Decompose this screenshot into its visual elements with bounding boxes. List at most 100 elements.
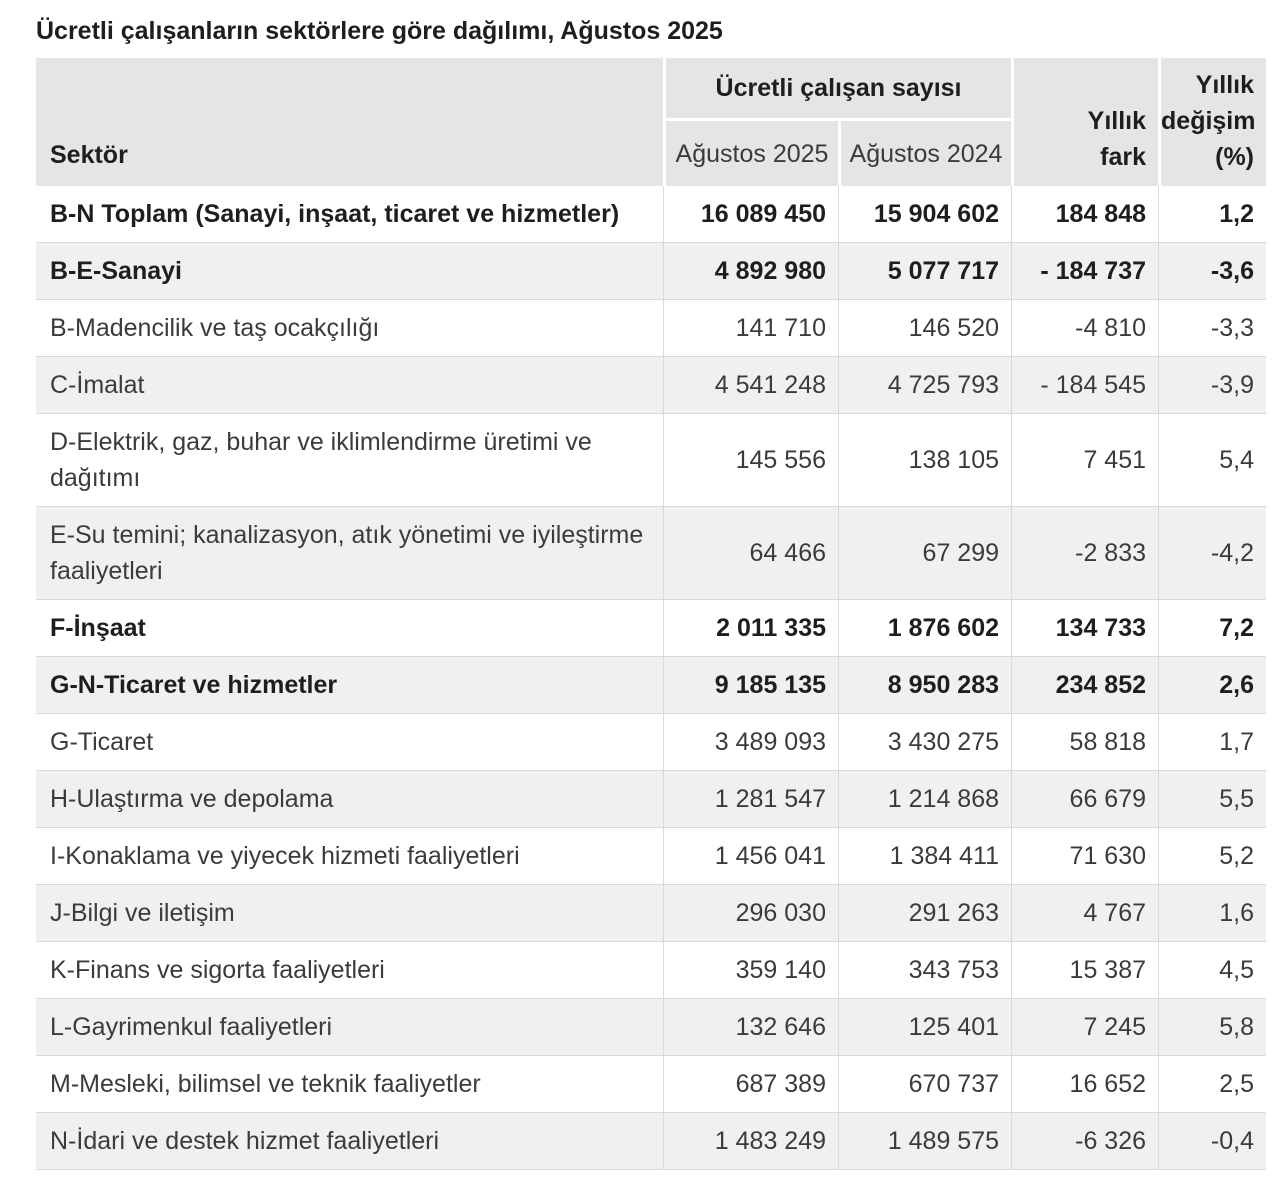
table-row: N-İdari ve destek hizmet faaliyetleri 1 4… bbox=[36, 1112, 1267, 1170]
annual-difference-value: 71 630 bbox=[1011, 827, 1159, 884]
aug-2024-value: 138 105 bbox=[838, 413, 1012, 506]
table-row: G-N-Ticaret ve hizmetler 9 185 135 8 950 2… bbox=[36, 656, 1267, 713]
annual-difference-value: - 184 545 bbox=[1011, 356, 1159, 413]
aug-2025-value: 1 281 547 bbox=[663, 770, 838, 827]
aug-2024-value: 8 950 283 bbox=[838, 656, 1012, 713]
annual-change-value: 5,2 bbox=[1158, 827, 1267, 884]
aug-2025-value: 132 646 bbox=[663, 998, 838, 1055]
aug-2025-value: 141 710 bbox=[663, 299, 838, 356]
annual-change-value: -4,2 bbox=[1158, 506, 1267, 599]
table-row: G-Ticaret 3 489 093 3 430 275 58 818 1,7 bbox=[36, 713, 1267, 770]
sector-cell: C-İmalat bbox=[36, 356, 663, 413]
sector-cell: J-Bilgi ve iletişim bbox=[36, 884, 663, 941]
annual-change-value: 1,7 bbox=[1158, 713, 1267, 770]
annual-difference-value: 4 767 bbox=[1011, 884, 1159, 941]
sector-cell: E-Su temini; kanalizasyon, atık yönetimi… bbox=[36, 506, 663, 599]
annual-change-value: 2,6 bbox=[1158, 656, 1267, 713]
aug-2025-value: 64 466 bbox=[663, 506, 838, 599]
annual-change-column-header: Yıllık değişim (%) bbox=[1158, 58, 1267, 186]
table-row: D-Elektrik, gaz, buhar ve iklimlendirme … bbox=[36, 413, 1267, 506]
aug-2025-value: 16 089 450 bbox=[663, 186, 838, 242]
table-row: B-N Toplam (Sanayi, inşaat, ticaret ve h… bbox=[36, 186, 1267, 242]
annual-change-value: -3,9 bbox=[1158, 356, 1267, 413]
sector-cell: K-Finans ve sigorta faaliyetleri bbox=[36, 941, 663, 998]
aug-2025-column-header: Ağustos 2025 bbox=[663, 118, 838, 186]
table-row: J-Bilgi ve iletişim 296 030 291 263 4 767 1,… bbox=[36, 884, 1267, 941]
sector-cell: B-N Toplam (Sanayi, inşaat, ticaret ve h… bbox=[36, 186, 663, 242]
annual-difference-column-header: Yıllık fark bbox=[1011, 58, 1159, 186]
table-row: L-Gayrimenkul faaliyetleri 132 646 125 401… bbox=[36, 998, 1267, 1055]
sector-cell: M-Mesleki, bilimsel ve teknik faaliyetle… bbox=[36, 1055, 663, 1112]
annual-change-value: 1,2 bbox=[1158, 186, 1267, 242]
aug-2025-value: 4 541 248 bbox=[663, 356, 838, 413]
annual-change-value: 5,4 bbox=[1158, 413, 1267, 506]
aug-2024-value: 1 214 868 bbox=[838, 770, 1012, 827]
table-row: E-Su temini; kanalizasyon, atık yönetimi… bbox=[36, 506, 1267, 599]
aug-2025-value: 687 389 bbox=[663, 1055, 838, 1112]
aug-2024-value: 1 384 411 bbox=[838, 827, 1012, 884]
aug-2024-value: 670 737 bbox=[838, 1055, 1012, 1112]
aug-2024-value: 67 299 bbox=[838, 506, 1012, 599]
annual-difference-value: 66 679 bbox=[1011, 770, 1159, 827]
annual-difference-value: -2 833 bbox=[1011, 506, 1159, 599]
employees-by-sector-table: Sektör Ücretli çalışan sayısı Yıllık far… bbox=[36, 58, 1267, 1170]
annual-difference-value: -6 326 bbox=[1011, 1112, 1159, 1170]
aug-2024-value: 146 520 bbox=[838, 299, 1012, 356]
annual-difference-value: 7 245 bbox=[1011, 998, 1159, 1055]
table-row: F-İnşaat 2 011 335 1 876 602 134 733 7,2 bbox=[36, 599, 1267, 656]
sector-column-header: Sektör bbox=[36, 58, 663, 186]
sector-cell: D-Elektrik, gaz, buhar ve iklimlendirme … bbox=[36, 413, 663, 506]
sector-cell: G-N-Ticaret ve hizmetler bbox=[36, 656, 663, 713]
annual-change-value: 4,5 bbox=[1158, 941, 1267, 998]
aug-2025-value: 3 489 093 bbox=[663, 713, 838, 770]
annual-change-value: 1,6 bbox=[1158, 884, 1267, 941]
aug-2025-value: 9 185 135 bbox=[663, 656, 838, 713]
aug-2024-value: 15 904 602 bbox=[838, 186, 1012, 242]
aug-2025-value: 1 483 249 bbox=[663, 1112, 838, 1170]
annual-difference-value: 234 852 bbox=[1011, 656, 1159, 713]
sector-cell: F-İnşaat bbox=[36, 599, 663, 656]
table-body: B-N Toplam (Sanayi, inşaat, ticaret ve h… bbox=[36, 186, 1267, 1170]
sector-cell: B-Madencilik ve taş ocakçılığı bbox=[36, 299, 663, 356]
sector-cell: L-Gayrimenkul faaliyetleri bbox=[36, 998, 663, 1055]
aug-2024-value: 3 430 275 bbox=[838, 713, 1012, 770]
page-title: Ücretli çalışanların sektörlere göre dağ… bbox=[36, 17, 723, 45]
aug-2025-value: 296 030 bbox=[663, 884, 838, 941]
sector-cell: H-Ulaştırma ve depolama bbox=[36, 770, 663, 827]
annual-difference-value: 16 652 bbox=[1011, 1055, 1159, 1112]
annual-change-value: 5,5 bbox=[1158, 770, 1267, 827]
annual-change-value: 2,5 bbox=[1158, 1055, 1267, 1112]
annual-change-value: 5,8 bbox=[1158, 998, 1267, 1055]
table-row: H-Ulaştırma ve depolama 1 281 547 1 214 86… bbox=[36, 770, 1267, 827]
aug-2024-value: 5 077 717 bbox=[838, 242, 1012, 299]
sector-cell: N-İdari ve destek hizmet faaliyetleri bbox=[36, 1112, 663, 1170]
annual-difference-value: 15 387 bbox=[1011, 941, 1159, 998]
aug-2025-value: 1 456 041 bbox=[663, 827, 838, 884]
table-row: M-Mesleki, bilimsel ve teknik faaliyetle… bbox=[36, 1055, 1267, 1112]
annual-change-value: 7,2 bbox=[1158, 599, 1267, 656]
table-row: B-Madencilik ve taş ocakçılığı 141 710 146… bbox=[36, 299, 1267, 356]
table-row: C-İmalat 4 541 248 4 725 793- 184 545 -3,9 bbox=[36, 356, 1267, 413]
aug-2024-value: 4 725 793 bbox=[838, 356, 1012, 413]
table-row: I-Konaklama ve yiyecek hizmeti faaliyetl… bbox=[36, 827, 1267, 884]
aug-2025-value: 4 892 980 bbox=[663, 242, 838, 299]
aug-2024-column-header: Ağustos 2024 bbox=[838, 118, 1012, 186]
table-header-row-sub: Ağustos 2025 Ağustos 2024 bbox=[36, 118, 1266, 186]
table-row: K-Finans ve sigorta faaliyetleri 359 140 3… bbox=[36, 941, 1267, 998]
aug-2025-value: 359 140 bbox=[663, 941, 838, 998]
annual-change-value: -0,4 bbox=[1158, 1112, 1267, 1170]
aug-2024-value: 1 489 575 bbox=[838, 1112, 1012, 1170]
annual-change-value: -3,3 bbox=[1158, 299, 1267, 356]
sector-cell: G-Ticaret bbox=[36, 713, 663, 770]
aug-2024-value: 125 401 bbox=[838, 998, 1012, 1055]
annual-difference-value: 134 733 bbox=[1011, 599, 1159, 656]
annual-difference-value: -4 810 bbox=[1011, 299, 1159, 356]
sector-cell: B-E-Sanayi bbox=[36, 242, 663, 299]
table-header-row-top: Sektör Ücretli çalışan sayısı Yıllık far… bbox=[36, 58, 1267, 186]
table-header: Sektör Ücretli çalışan sayısı Yıllık far… bbox=[36, 58, 1267, 186]
aug-2024-value: 291 263 bbox=[838, 884, 1012, 941]
annual-difference-value: - 184 737 bbox=[1011, 242, 1159, 299]
aug-2025-value: 145 556 bbox=[663, 413, 838, 506]
annual-difference-value: 7 451 bbox=[1011, 413, 1159, 506]
